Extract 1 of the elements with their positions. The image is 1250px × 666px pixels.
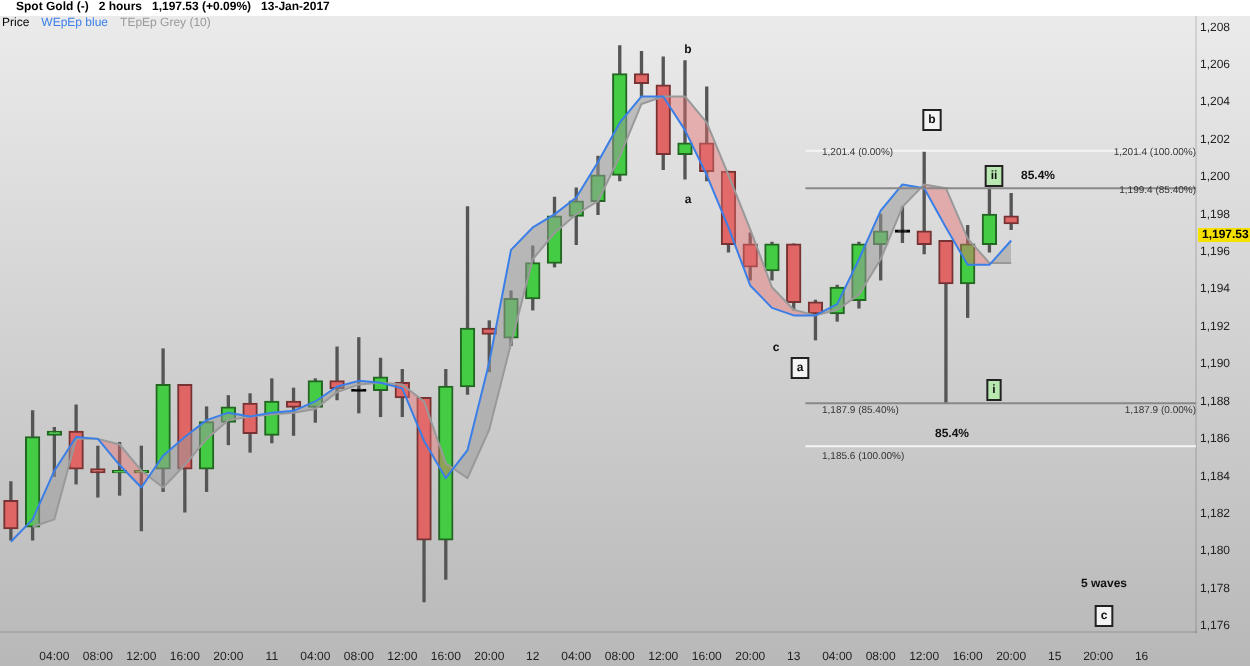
candlestick xyxy=(677,60,693,180)
